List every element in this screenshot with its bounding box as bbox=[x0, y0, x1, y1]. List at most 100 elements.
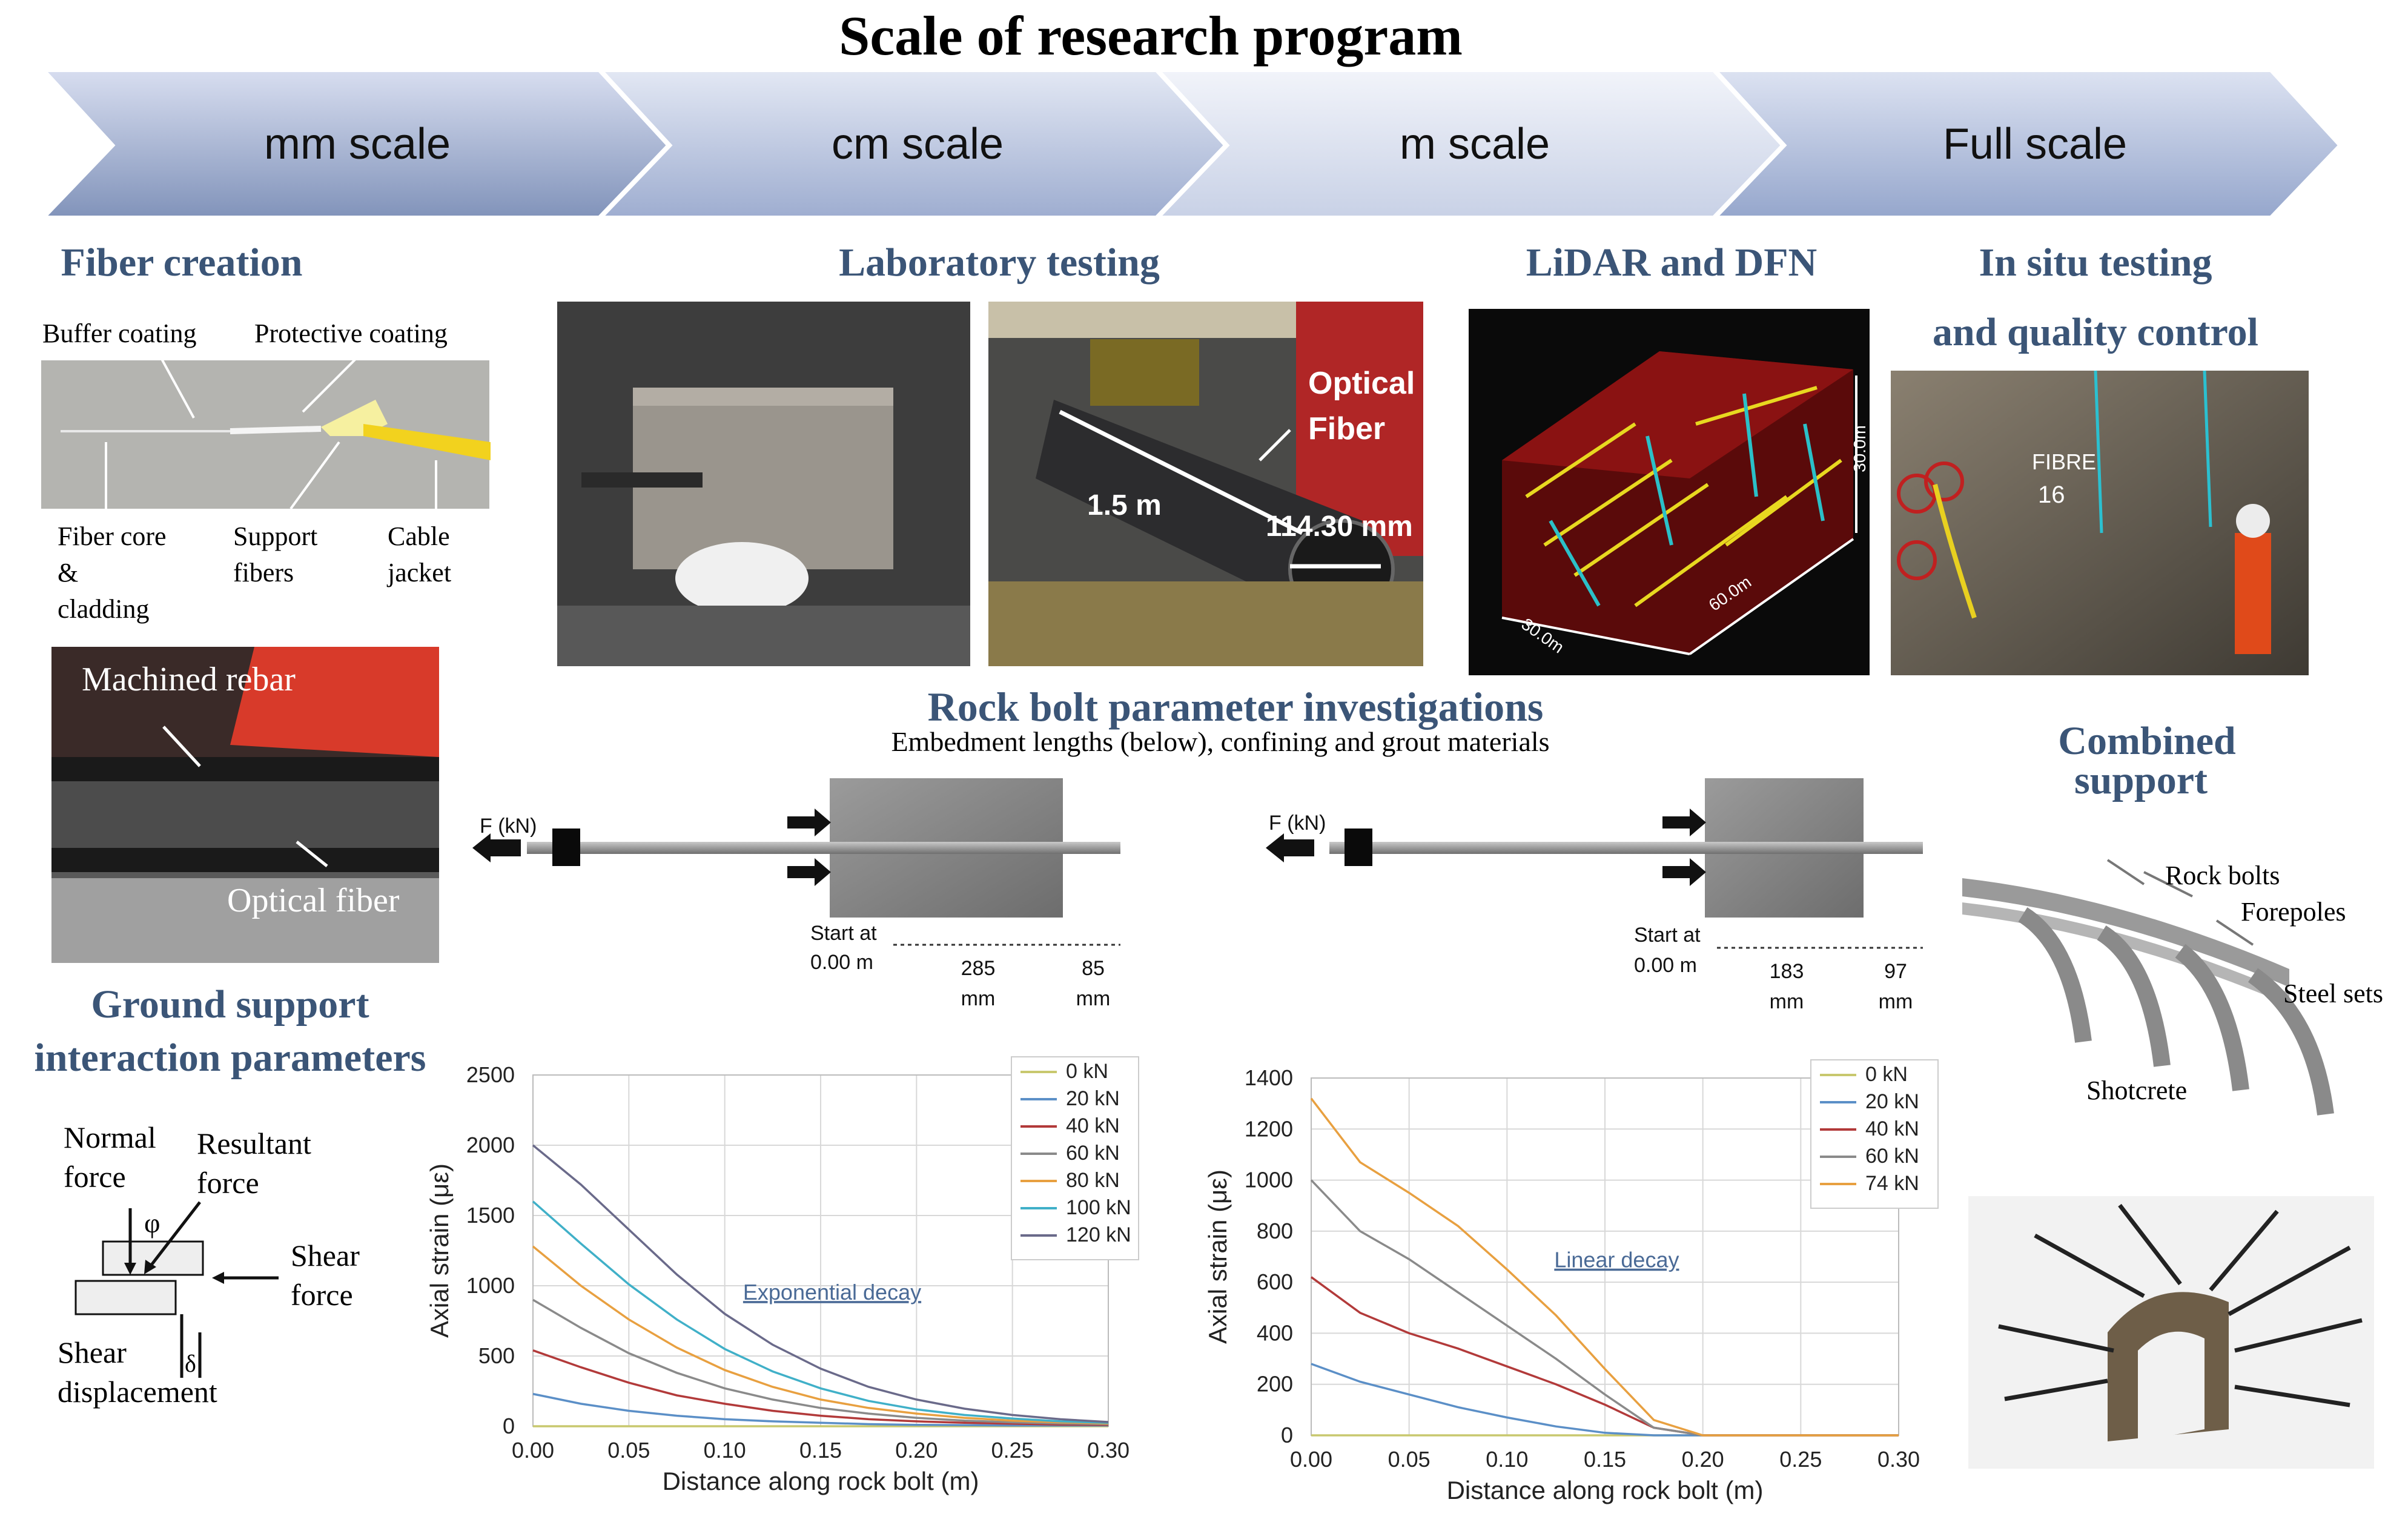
tunnel-3d-render bbox=[1968, 1196, 2374, 1469]
bolt-right-len-2: 97 bbox=[1884, 960, 1907, 983]
y-tick-label: 1000 bbox=[1245, 1168, 1293, 1192]
lab-length-dimension bbox=[1059, 409, 1303, 535]
combined-support-drawing bbox=[1962, 859, 2334, 1116]
legend-label: 60 kN bbox=[1865, 1145, 1919, 1168]
series-line-120-kn bbox=[532, 1144, 1109, 1423]
fiber-label-cable-2: jacket bbox=[386, 558, 451, 587]
combined-title-2: support bbox=[2074, 758, 2208, 802]
bolt-schematic-left bbox=[472, 778, 1120, 946]
series-line-60-kn bbox=[532, 1298, 1109, 1426]
bolt-schematic-right bbox=[1266, 778, 1923, 949]
bolt-left-len-2-unit: mm bbox=[1076, 987, 1111, 1010]
fiber-label-core-3: cladding bbox=[58, 594, 150, 624]
bolt-left-len-1: 285 bbox=[961, 957, 996, 980]
y-tick-label: 2500 bbox=[466, 1062, 515, 1087]
section-in-situ-line1: In situ testing bbox=[1979, 240, 2212, 285]
bolt-right-start-2: 0.00 m bbox=[1634, 954, 1697, 977]
ground-label-normal-2: force bbox=[64, 1160, 126, 1194]
scale-label-full: Full scale bbox=[1943, 120, 2127, 168]
fiber-pointer-support bbox=[289, 441, 340, 510]
bolt-right-start-1: Start at bbox=[1634, 924, 1701, 947]
ground-label-phi: φ bbox=[144, 1208, 160, 1239]
ground-label-disp-1: Shear bbox=[58, 1335, 127, 1369]
rebar-pointer-machined bbox=[162, 726, 201, 767]
legend-label: 80 kN bbox=[1066, 1169, 1120, 1192]
ground-label-shear-2: force bbox=[291, 1278, 353, 1312]
x-tick-label: 0.25 bbox=[991, 1438, 1034, 1463]
y-tick-label: 800 bbox=[1257, 1219, 1293, 1243]
chart-exponential-decay: 0.00 0.05 0.10 0.15 0.20 0.25 0.30 0 500 1000 1500… bbox=[425, 1056, 1139, 1495]
bolt-right-force: F (kN) bbox=[1269, 812, 1326, 835]
fiber-label-protective: Protective coating bbox=[254, 319, 448, 348]
rebar-photo bbox=[51, 647, 439, 963]
chart-annotation: Exponential decay bbox=[743, 1280, 921, 1305]
in-situ-label-fibre: FIBRE bbox=[2032, 449, 2096, 474]
fiber-pointer-protective bbox=[302, 350, 365, 413]
fiber-photo bbox=[41, 360, 491, 509]
in-situ-label-num: 16 bbox=[2038, 481, 2065, 508]
combined-label-forepoles: Forepoles bbox=[2241, 897, 2346, 927]
ground-label-resultant-2: force bbox=[197, 1166, 259, 1200]
bolt-left-len-1-unit: mm bbox=[961, 987, 996, 1010]
legend-label: 0 kN bbox=[1865, 1063, 1908, 1086]
x-tick-label: 0.15 bbox=[1584, 1447, 1626, 1472]
series-line-20-kn bbox=[532, 1392, 1108, 1427]
ground-label-resultant-1: Resultant bbox=[197, 1126, 311, 1160]
lab-pointer-optical bbox=[1259, 429, 1291, 461]
lab-photo-block bbox=[557, 302, 970, 666]
fiber-label-buffer: Buffer coating bbox=[42, 319, 197, 348]
y-tick-label: 1400 bbox=[1245, 1065, 1293, 1090]
legend-label: 40 kN bbox=[1066, 1114, 1120, 1137]
rebar-label-machined: Machined rebar bbox=[82, 661, 296, 698]
section-lidar-dfn: LiDAR and DFN bbox=[1526, 240, 1817, 285]
in-situ-photo bbox=[1891, 370, 2309, 675]
lab-label-optical-2: Fiber bbox=[1308, 411, 1385, 446]
bolt-right-len-2-unit: mm bbox=[1879, 990, 1913, 1013]
fiber-label-support-2: fibers bbox=[233, 558, 294, 587]
x-tick-label: 0.15 bbox=[799, 1438, 842, 1463]
series-line-40-kn bbox=[532, 1349, 1109, 1426]
y-axis-label: Axial strain (με) bbox=[1203, 1169, 1232, 1344]
series-line-80-kn bbox=[532, 1245, 1109, 1425]
combined-label-steel-sets: Steel sets bbox=[2283, 979, 2383, 1008]
ground-title-1: Ground support bbox=[91, 982, 369, 1027]
y-tick-label: 600 bbox=[1257, 1269, 1293, 1294]
x-tick-label: 0.05 bbox=[607, 1438, 650, 1463]
legend-label: 0 kN bbox=[1066, 1060, 1108, 1083]
x-tick-label: 0.10 bbox=[704, 1438, 746, 1463]
lab-label-diameter: 114.30 mm bbox=[1266, 511, 1413, 543]
x-tick-label: 0.30 bbox=[1087, 1438, 1130, 1463]
x-axis-label: Distance along rock bolt (m) bbox=[663, 1467, 979, 1495]
y-tick-label: 0 bbox=[1281, 1423, 1293, 1447]
rebar-pointer-optical bbox=[296, 841, 328, 867]
y-tick-label: 1000 bbox=[466, 1273, 515, 1298]
section-laboratory-testing: Laboratory testing bbox=[839, 240, 1160, 285]
x-tick-label: 0.00 bbox=[1290, 1447, 1332, 1472]
shear-diagram bbox=[74, 1201, 279, 1378]
x-tick-label: 0.20 bbox=[895, 1438, 938, 1463]
rock-bolt-title: Rock bolt parameter investigations bbox=[928, 684, 1544, 730]
lab-label-optical-1: Optical bbox=[1308, 366, 1415, 401]
scale-banner: mm scale cm scale m scale Full scale bbox=[36, 67, 2344, 220]
legend-label: 40 kN bbox=[1865, 1117, 1919, 1140]
bolt-right-len-1-unit: mm bbox=[1770, 990, 1804, 1013]
ground-label-delta: δ bbox=[185, 1350, 196, 1377]
x-axis-label: Distance along rock bolt (m) bbox=[1447, 1476, 1764, 1504]
lidar-dfn-image bbox=[1469, 309, 1870, 675]
ground-label-shear-1: Shear bbox=[291, 1239, 360, 1272]
y-tick-label: 2000 bbox=[466, 1133, 515, 1157]
ground-label-disp-2: displacement bbox=[58, 1375, 217, 1409]
scale-label-m: m scale bbox=[1400, 120, 1550, 168]
legend-label: 20 kN bbox=[1865, 1090, 1919, 1113]
ground-label-normal-1: Normal bbox=[64, 1120, 156, 1154]
combined-title-1: Combined bbox=[2058, 719, 2235, 763]
section-in-situ-line2: and quality control bbox=[1933, 310, 2258, 354]
x-tick-label: 0.25 bbox=[1779, 1447, 1822, 1472]
scale-arrow-full bbox=[1708, 67, 2344, 220]
y-tick-label: 400 bbox=[1257, 1320, 1293, 1345]
legend-label: 74 kN bbox=[1865, 1172, 1919, 1195]
y-tick-label: 1500 bbox=[466, 1203, 515, 1228]
ground-title-2: interaction parameters bbox=[35, 1036, 426, 1080]
series-line-74-kn bbox=[1310, 1097, 1899, 1437]
